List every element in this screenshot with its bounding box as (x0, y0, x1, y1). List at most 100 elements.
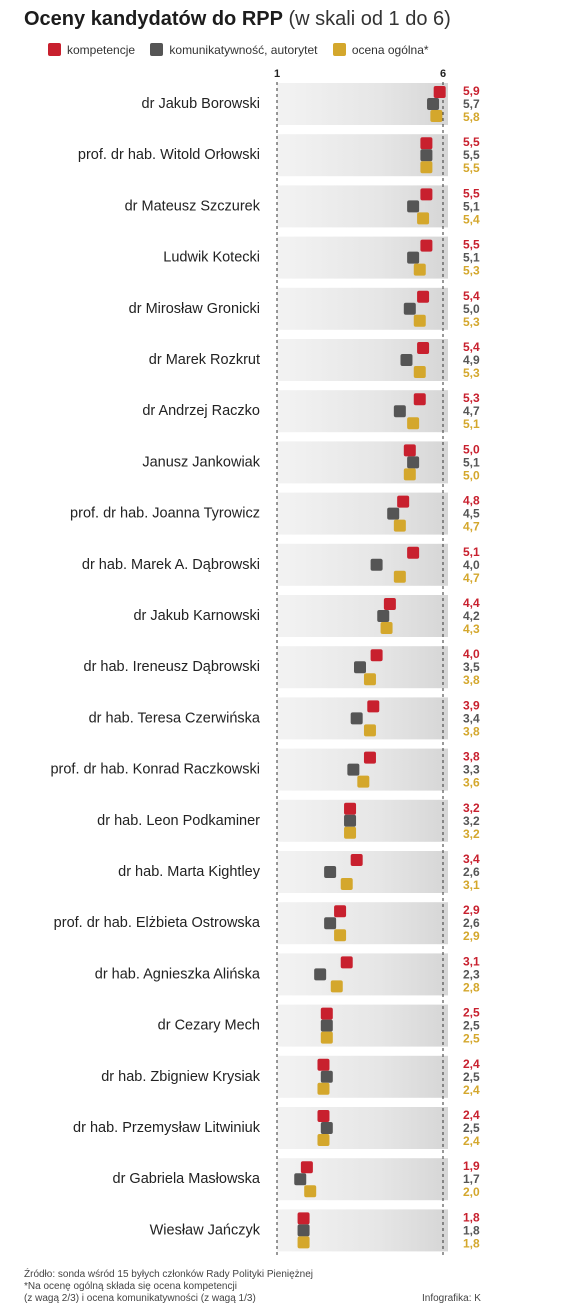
value-label-ogolna: 3,1 (463, 878, 480, 892)
row-band (277, 799, 448, 842)
candidate-name: dr Andrzej Raczko (142, 403, 260, 419)
row-band (277, 134, 448, 177)
marker-komunikatywnosc (407, 251, 420, 264)
marker-ogolna (330, 980, 343, 993)
marker-kompetencje (297, 1212, 310, 1225)
legend-label-ogolna: ocena ogólna* (351, 43, 429, 57)
value-label-komunikatywnosc: 2,5 (463, 1070, 480, 1084)
footnote-weights: (z wagą 2/3) i ocena komunikatywności (z… (24, 1293, 256, 1304)
marker-komunikatywnosc (344, 814, 357, 827)
candidate-name: dr hab. Leon Podkaminer (97, 813, 260, 829)
marker-kompetencje (300, 1161, 313, 1174)
value-label-komunikatywnosc: 5,1 (463, 199, 480, 213)
value-label-komunikatywnosc: 5,7 (463, 97, 480, 111)
marker-komunikatywnosc (400, 354, 413, 366)
value-label-komunikatywnosc: 5,0 (463, 302, 480, 316)
row-band (277, 83, 448, 125)
value-label-ogolna: 3,8 (463, 673, 480, 687)
value-label-komunikatywnosc: 5,1 (463, 251, 480, 265)
chart-title: Oceny kandydatów do RPP (w skali od 1 do… (24, 8, 451, 31)
row-band (277, 543, 448, 586)
candidate-name: dr Mateusz Szczurek (125, 198, 261, 214)
marker-kompetencje (413, 393, 426, 406)
candidate-name: prof. dr hab. Witold Orłowski (78, 147, 260, 163)
marker-ogolna (413, 263, 426, 276)
row-band (277, 492, 448, 535)
value-label-ogolna: 5,3 (463, 315, 480, 329)
value-label-ogolna: 2,8 (463, 980, 480, 994)
value-label-kompetencje: 5,9 (463, 84, 480, 98)
marker-ogolna (340, 878, 353, 890)
value-label-kompetencje: 5,5 (463, 238, 480, 252)
value-label-komunikatywnosc: 4,5 (463, 507, 480, 521)
marker-ogolna (297, 1236, 310, 1249)
row-band (277, 595, 448, 637)
value-label-komunikatywnosc: 1,8 (463, 1223, 480, 1237)
candidate-name: Janusz Jankowiak (142, 454, 260, 470)
marker-ogolna (334, 929, 347, 942)
value-label-komunikatywnosc: 2,5 (463, 1121, 480, 1135)
marker-komunikatywnosc (314, 968, 327, 981)
marker-kompetencje (350, 854, 363, 866)
value-label-kompetencje: 3,4 (463, 852, 480, 866)
chart-area: 1 6 dr Jakub Borowski 5,95,75,8 prof. dr hab… (50, 68, 480, 1255)
marker-kompetencje (420, 137, 433, 150)
legend: kompetencje komunikatywność, autorytet o… (48, 43, 441, 57)
value-label-komunikatywnosc: 4,9 (463, 353, 480, 367)
marker-kompetencje (420, 188, 433, 201)
marker-komunikatywnosc (407, 200, 420, 213)
value-label-komunikatywnosc: 2,6 (463, 865, 480, 879)
value-label-kompetencje: 3,2 (463, 801, 480, 815)
marker-ogolna (363, 724, 376, 737)
legend-swatch-ogolna (332, 43, 346, 56)
value-label-komunikatywnosc: 4,0 (463, 558, 480, 572)
row-band (277, 902, 448, 945)
value-label-komunikatywnosc: 4,7 (463, 404, 480, 418)
marker-komunikatywnosc (427, 98, 440, 110)
value-label-ogolna: 5,8 (463, 110, 480, 124)
axis-tick-label: 6 (440, 68, 446, 80)
marker-kompetencje (317, 1058, 330, 1071)
candidate-name: dr hab. Ireneusz Dąbrowski (84, 659, 261, 675)
value-label-komunikatywnosc: 3,2 (463, 814, 480, 828)
marker-komunikatywnosc (354, 661, 366, 674)
footnote-source: Źródło: sonda wśród 15 byłych członków R… (24, 1269, 314, 1280)
value-label-ogolna: 2,9 (463, 929, 480, 943)
marker-kompetencje (383, 598, 396, 610)
marker-kompetencje (344, 802, 357, 815)
candidate-name: dr Mirosław Gronicki (129, 301, 260, 317)
candidate-name: dr Marek Rozkrut (149, 352, 260, 368)
candidate-name: Wiesław Jańczyk (150, 1222, 261, 1238)
value-label-ogolna: 4,7 (463, 520, 480, 534)
marker-kompetencje (334, 905, 347, 918)
marker-komunikatywnosc (320, 1019, 333, 1032)
legend-item-ogolna: ocena ogólna* (332, 43, 429, 57)
candidate-name: prof. dr hab. Konrad Raczkowski (50, 762, 260, 778)
marker-kompetencje (433, 86, 446, 98)
marker-kompetencje (367, 700, 380, 713)
value-label-kompetencje: 5,4 (463, 340, 480, 354)
candidate-name: dr Jakub Karnowski (133, 608, 260, 624)
marker-komunikatywnosc (324, 917, 337, 930)
value-label-kompetencje: 1,9 (463, 1159, 480, 1173)
legend-item-kompetencje: kompetencje (48, 43, 135, 57)
marker-kompetencje (407, 546, 420, 559)
row-band (277, 441, 448, 484)
marker-komunikatywnosc (420, 149, 433, 162)
value-label-kompetencje: 4,8 (463, 494, 480, 508)
marker-komunikatywnosc (320, 1122, 333, 1134)
marker-ogolna (407, 417, 420, 430)
candidate-name: dr hab. Marta Kightley (118, 864, 261, 880)
candidate-name: dr hab. Agnieszka Alińska (95, 966, 261, 982)
marker-kompetencje (340, 956, 353, 969)
marker-komunikatywnosc (347, 763, 360, 776)
value-label-ogolna: 3,2 (463, 827, 480, 841)
legend-swatch-komunikatywnosc (150, 43, 164, 56)
marker-ogolna (420, 161, 433, 174)
marker-komunikatywnosc (393, 405, 406, 418)
value-label-komunikatywnosc: 3,5 (463, 660, 480, 674)
row-band (277, 953, 448, 996)
value-label-kompetencje: 2,5 (463, 1006, 480, 1020)
marker-ogolna (344, 826, 357, 839)
value-label-kompetencje: 4,4 (463, 596, 480, 610)
